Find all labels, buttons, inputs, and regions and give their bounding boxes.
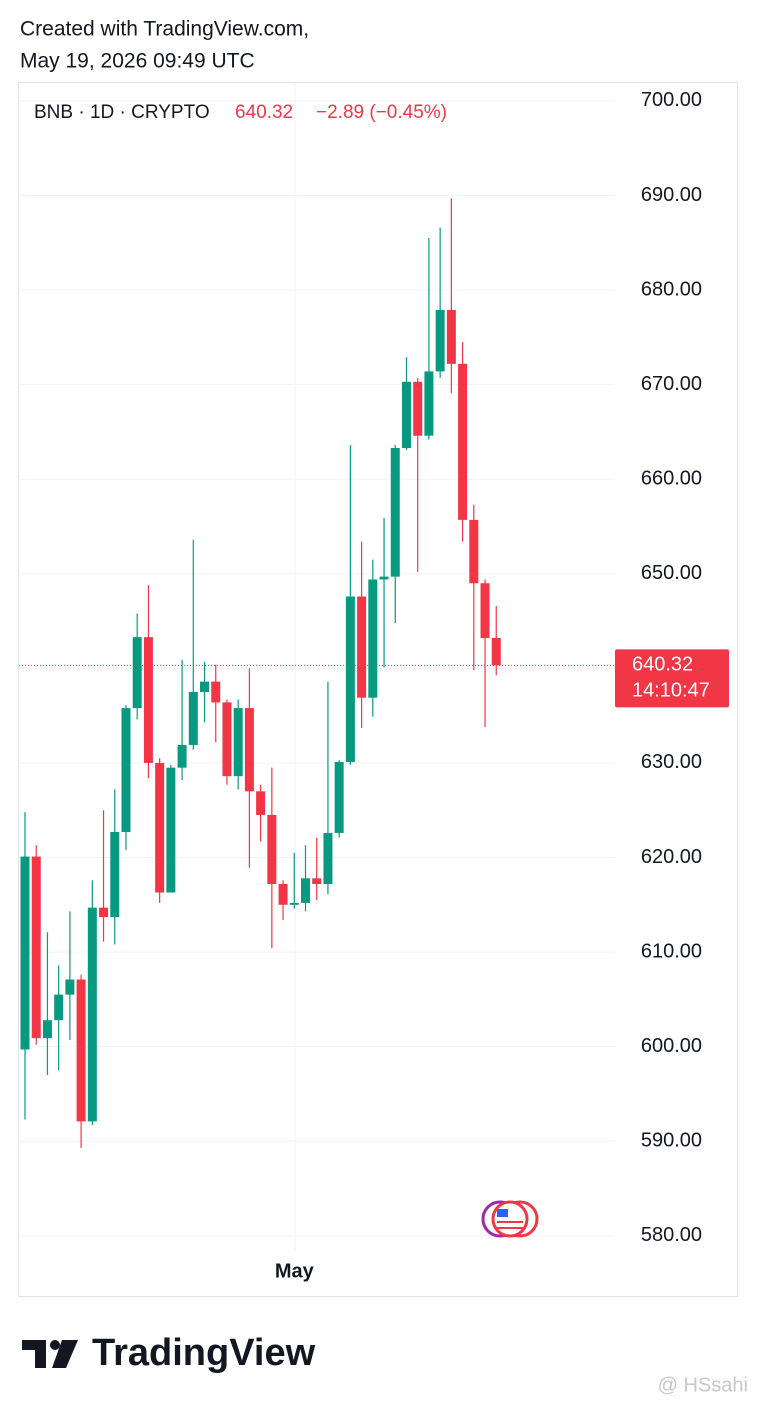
candle-body xyxy=(435,309,445,372)
candle-body xyxy=(301,878,310,903)
y-tick-label: 590.00 xyxy=(641,1130,702,1152)
logo-text: TradingView xyxy=(92,1332,316,1374)
candle-body xyxy=(267,814,277,884)
candle-body xyxy=(54,994,64,1021)
candle-body xyxy=(413,381,423,436)
logo xyxy=(22,1340,78,1368)
header-line: May 19, 2026 09:49 UTC xyxy=(20,50,255,73)
candle-body xyxy=(166,767,176,893)
candle-body xyxy=(491,638,501,666)
legend-change: −2.89 (−0.45%) xyxy=(316,102,447,123)
candle-body xyxy=(132,637,142,709)
header-line: Created with TradingView.com, xyxy=(20,18,309,41)
candle-body xyxy=(200,681,210,693)
y-tick-label: 660.00 xyxy=(641,467,702,489)
candle-body xyxy=(469,519,479,584)
candle-body xyxy=(278,883,288,905)
last-price-label: 640.32 xyxy=(632,654,693,676)
candle-body xyxy=(31,856,41,1039)
plot xyxy=(19,100,615,1237)
y-tick-label: 630.00 xyxy=(641,751,702,773)
candle-body xyxy=(233,708,243,777)
candle-body xyxy=(211,681,221,703)
candle-body xyxy=(368,579,378,698)
candle-body xyxy=(155,762,165,893)
candle-body xyxy=(87,907,97,1122)
symbol: BNB · 1D · CRYPTO xyxy=(34,102,210,123)
y-tick-label: 610.00 xyxy=(641,940,702,962)
candle-body xyxy=(334,761,344,833)
y-tick-label: 690.00 xyxy=(641,184,702,206)
candle-body xyxy=(20,856,30,1050)
candle-body xyxy=(76,979,86,1122)
candle-body xyxy=(244,708,254,792)
candle-body xyxy=(357,596,367,698)
candle-body xyxy=(188,692,198,745)
candle-body xyxy=(121,708,131,832)
y-tick-label: 580.00 xyxy=(641,1224,702,1246)
x-tick-label: May xyxy=(275,1260,315,1282)
y-tick-label: 600.00 xyxy=(641,1035,702,1057)
candle-body xyxy=(424,371,434,436)
candle-body xyxy=(401,381,411,449)
y-tick-label: 620.00 xyxy=(641,846,702,868)
candle-body xyxy=(323,832,333,884)
flag-icon xyxy=(481,1200,539,1238)
y-tick-label: 670.00 xyxy=(641,373,702,395)
candle-body xyxy=(177,744,187,768)
last-price-box xyxy=(615,649,729,708)
watermark: @ HSsahi xyxy=(658,1374,748,1396)
candle-body xyxy=(99,907,109,918)
countdown-label: 14:10:47 xyxy=(632,680,710,702)
candle-body xyxy=(480,583,490,639)
candle-body xyxy=(222,702,232,777)
candle-body xyxy=(345,596,355,762)
candle-body xyxy=(110,831,120,918)
candle-body xyxy=(379,576,389,580)
chart-frame xyxy=(18,82,738,1297)
candle-body xyxy=(312,878,322,884)
candle-body xyxy=(42,1020,52,1039)
y-tick-label: 700.00 xyxy=(641,89,702,111)
y-tick-label: 650.00 xyxy=(641,562,702,584)
candle-body xyxy=(143,637,153,763)
y-tick-label: 680.00 xyxy=(641,278,702,300)
legend-price: 640.32 xyxy=(235,102,293,123)
candle-body xyxy=(458,363,468,520)
candle-body xyxy=(289,902,299,905)
candle-body xyxy=(256,791,266,815)
candle-body xyxy=(446,309,456,364)
candle-body xyxy=(65,979,75,995)
candle-body xyxy=(390,448,400,577)
